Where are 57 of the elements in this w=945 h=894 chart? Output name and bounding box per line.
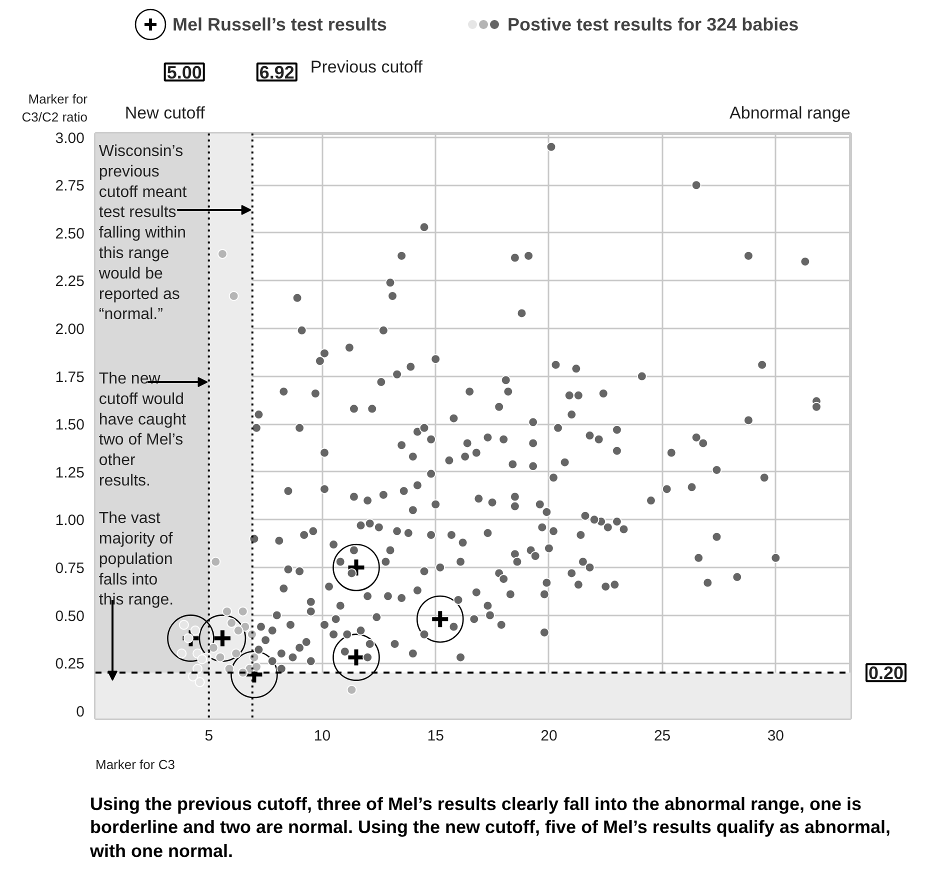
point — [346, 684, 357, 695]
y-tick-label: 0.75 — [55, 560, 85, 577]
x-tick-label: 5 — [204, 728, 214, 744]
x-axis-title: Marker for C3 — [96, 757, 175, 772]
text: Previous cutoff — [310, 58, 423, 76]
y-tick-label: 2.25 — [55, 273, 85, 290]
y-tick-label: 3.00 — [55, 130, 85, 147]
point — [198, 614, 246, 662]
x-tick-label: 25 — [654, 728, 671, 744]
y-tick-label: 2.75 — [55, 178, 85, 195]
y-tick-label: 0 — [76, 703, 84, 720]
point — [217, 248, 228, 259]
point — [197, 654, 208, 664]
x-tick-label: 20 — [540, 728, 558, 744]
x-tick-label: 10 — [314, 728, 331, 744]
point — [231, 648, 242, 658]
y-tick-label: 1.00 — [55, 512, 85, 530]
point — [233, 626, 244, 636]
point — [230, 650, 278, 698]
point — [222, 606, 232, 616]
legend-label: Mel Russell’s test results — [172, 14, 387, 34]
point — [190, 626, 200, 636]
point — [167, 614, 214, 662]
text: Wisconsin’s previous cutoff meant test results falling within this range would be reported as “normal.” — [98, 143, 187, 324]
text: Abnormal range — [730, 104, 851, 122]
ref-line-label: 5.00 — [166, 62, 202, 82]
y-tick-label: 0.50 — [55, 608, 85, 625]
x-tick-label: 15 — [427, 728, 444, 744]
y-tick-label: 0.25 — [55, 656, 85, 673]
ref-line-label: 6.92 — [259, 62, 294, 82]
point — [178, 620, 189, 630]
y-tick-label: 1.25 — [55, 464, 85, 482]
y-axis-title: Marker for C3/C2 ratio — [22, 92, 88, 124]
point — [194, 677, 205, 688]
point — [210, 556, 221, 567]
y-tick-label: 2.00 — [55, 321, 85, 338]
point — [251, 662, 262, 672]
point — [332, 634, 380, 681]
point — [226, 618, 237, 628]
x-tick-label: 30 — [767, 728, 784, 744]
y-tick-label: 1.50 — [55, 416, 85, 434]
legend-label: Postive test results for 324 babies — [508, 14, 799, 34]
point — [416, 595, 464, 643]
point — [332, 544, 380, 592]
ref-line-label: 0.20 — [868, 663, 904, 684]
point — [228, 291, 239, 301]
point — [176, 648, 187, 658]
point — [192, 664, 203, 674]
point — [215, 652, 226, 662]
y-tick-label: 1.75 — [55, 368, 85, 386]
text: Using the previous cutoff, three of Mel’s results clearly fall into the abnormal range, one is borderline and two are normal. Using the new cutoff, five of Mel’s results qualify as abnormal, with one normal. — [90, 793, 892, 863]
point — [238, 606, 248, 616]
text: New cutoff — [124, 104, 206, 122]
annotation: The vast majority of population falls into this range. — [98, 510, 174, 609]
y-tick-label: 2.50 — [55, 225, 85, 242]
point — [208, 642, 218, 653]
point — [183, 633, 194, 644]
